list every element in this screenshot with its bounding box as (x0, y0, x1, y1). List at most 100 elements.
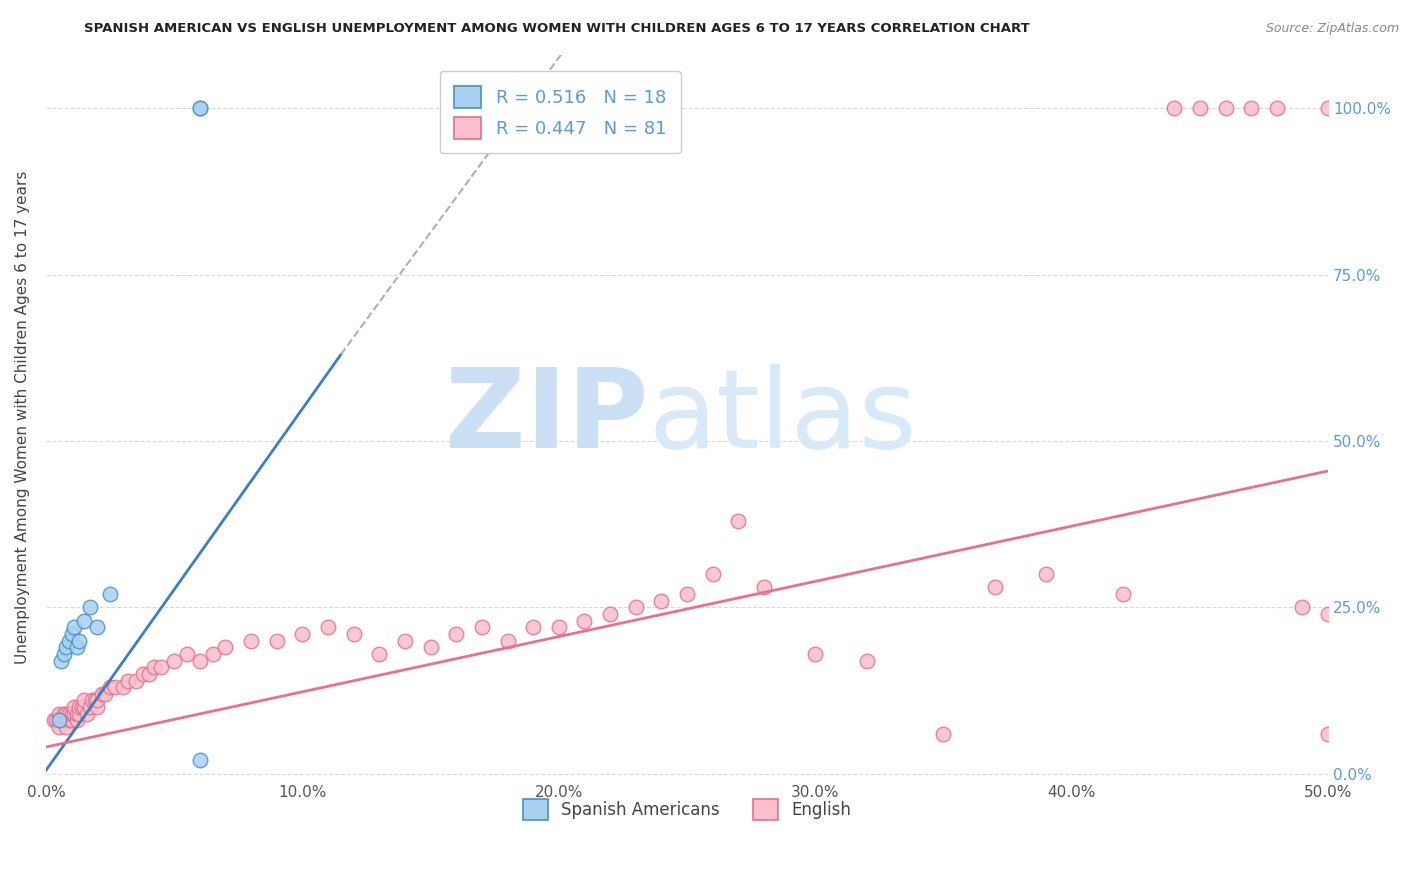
Point (66, 706, 89, 721)
Point (1112, 587, 1135, 601)
Point (1265, 101, 1288, 115)
Point (98, 587, 121, 601)
Point (52, 714, 75, 728)
Point (48, 714, 70, 728)
Point (63, 706, 86, 721)
Point (42, 714, 65, 728)
Point (752, 580, 775, 594)
Point (86, 620, 108, 634)
Point (547, 620, 569, 634)
Point (188, 101, 211, 115)
Point (60, 627, 83, 641)
Point (163, 654, 186, 668)
Point (67, 700, 90, 714)
Point (45, 714, 67, 728)
Point (73, 614, 96, 628)
Point (394, 633, 416, 648)
Point (60, 706, 83, 721)
Point (86, 693, 108, 707)
Point (86, 700, 108, 714)
Point (83, 693, 105, 707)
Point (52, 706, 75, 721)
Point (91, 687, 114, 701)
Text: Source: ZipAtlas.com: Source: ZipAtlas.com (1265, 22, 1399, 36)
Point (446, 627, 468, 641)
Point (67, 633, 90, 648)
Point (599, 607, 621, 621)
Point (1291, 600, 1313, 615)
Point (138, 666, 160, 681)
Point (676, 587, 699, 601)
Point (79, 600, 101, 615)
Point (1035, 567, 1057, 582)
Point (650, 593, 672, 607)
Point (66, 714, 89, 728)
Point (702, 567, 724, 582)
Point (343, 627, 366, 641)
Legend: Spanish Americans, English: Spanish Americans, English (516, 793, 858, 826)
Point (266, 633, 288, 648)
Point (419, 640, 441, 655)
Point (48, 706, 70, 721)
Point (58, 706, 80, 721)
Point (63, 700, 86, 714)
Point (66, 640, 89, 655)
Point (117, 673, 139, 688)
Point (368, 647, 391, 661)
Point (55, 720, 77, 734)
Point (291, 627, 314, 641)
Point (51, 654, 73, 668)
Point (727, 514, 749, 528)
Point (240, 633, 263, 648)
Text: SPANISH AMERICAN VS ENGLISH UNEMPLOYMENT AMONG WOMEN WITH CHILDREN AGES 6 TO 17 : SPANISH AMERICAN VS ENGLISH UNEMPLOYMENT… (84, 22, 1031, 36)
Point (82, 693, 104, 707)
Point (804, 647, 827, 661)
Point (63, 620, 86, 634)
Point (1188, 101, 1211, 115)
Point (316, 620, 339, 634)
Point (471, 620, 494, 634)
Point (624, 101, 647, 115)
Point (1215, 101, 1237, 115)
Point (125, 673, 148, 688)
Y-axis label: Unemployment Among Women with Children Ages 6 to 17 years: Unemployment Among Women with Children A… (15, 171, 30, 665)
Point (51, 714, 73, 728)
Point (98, 680, 121, 694)
Point (201, 647, 224, 661)
Point (60, 714, 83, 728)
Point (624, 600, 647, 615)
Point (1163, 101, 1185, 115)
Point (522, 620, 544, 634)
Point (55, 640, 77, 655)
Point (67, 706, 90, 721)
Point (176, 647, 198, 661)
Point (73, 693, 96, 707)
Text: atlas: atlas (648, 364, 917, 471)
Point (111, 680, 134, 694)
Point (51, 714, 73, 728)
Point (214, 640, 236, 655)
Point (58, 714, 80, 728)
Point (132, 666, 155, 681)
Point (150, 660, 173, 674)
Point (73, 700, 96, 714)
Point (932, 727, 955, 741)
Point (52, 647, 75, 661)
Text: ZIP: ZIP (446, 364, 648, 471)
Point (624, 101, 647, 115)
Point (70, 700, 93, 714)
Point (1317, 101, 1340, 115)
Point (855, 654, 877, 668)
Point (142, 660, 165, 674)
Point (1240, 101, 1263, 115)
Point (55, 706, 77, 721)
Point (94, 687, 117, 701)
Point (76, 706, 98, 721)
Point (104, 680, 127, 694)
Point (984, 580, 1007, 594)
Point (496, 633, 519, 648)
Point (1317, 607, 1340, 621)
Point (188, 654, 211, 668)
Point (58, 633, 80, 648)
Point (79, 700, 101, 714)
